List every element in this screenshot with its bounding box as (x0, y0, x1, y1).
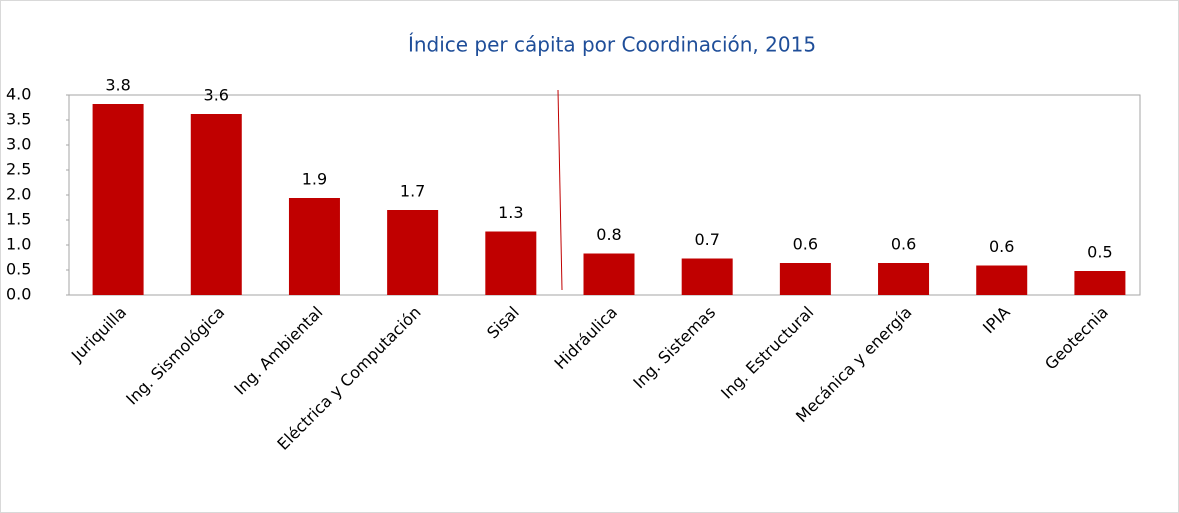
data-label: 0.6 (989, 237, 1014, 256)
y-tick-label: 1.0 (6, 235, 31, 254)
data-label: 1.3 (498, 203, 523, 222)
data-label: 1.7 (400, 182, 425, 201)
data-label: 0.7 (694, 230, 719, 249)
data-label: 3.6 (204, 86, 229, 105)
data-label: 3.8 (105, 76, 130, 95)
bar (779, 263, 831, 295)
chart-title: Índice per cápita por Coordinación, 2015 (408, 33, 816, 57)
data-label: 0.5 (1087, 243, 1112, 262)
bar (92, 104, 144, 295)
bar (583, 253, 635, 295)
y-tick-label: 3.0 (6, 135, 31, 154)
y-tick-label: 3.5 (6, 110, 31, 129)
data-label: 0.8 (596, 225, 621, 244)
bar (485, 231, 537, 295)
y-tick-label: 4.0 (6, 85, 31, 104)
bar (288, 198, 340, 295)
y-tick-label: 2.0 (6, 185, 31, 204)
y-tick-label: 0.5 (6, 260, 31, 279)
y-tick-label: 2.5 (6, 160, 31, 179)
bar (387, 210, 439, 295)
bar (1074, 271, 1126, 295)
data-label: 0.6 (891, 235, 916, 254)
data-label: 1.9 (302, 170, 327, 189)
bar (190, 114, 242, 295)
y-tick-label: 1.5 (6, 210, 31, 229)
bar (878, 263, 930, 295)
data-label: 0.6 (793, 235, 818, 254)
divider-line (557, 89, 563, 291)
y-tick-label: 0.0 (6, 285, 31, 304)
bar (976, 265, 1028, 295)
bar (681, 258, 733, 295)
